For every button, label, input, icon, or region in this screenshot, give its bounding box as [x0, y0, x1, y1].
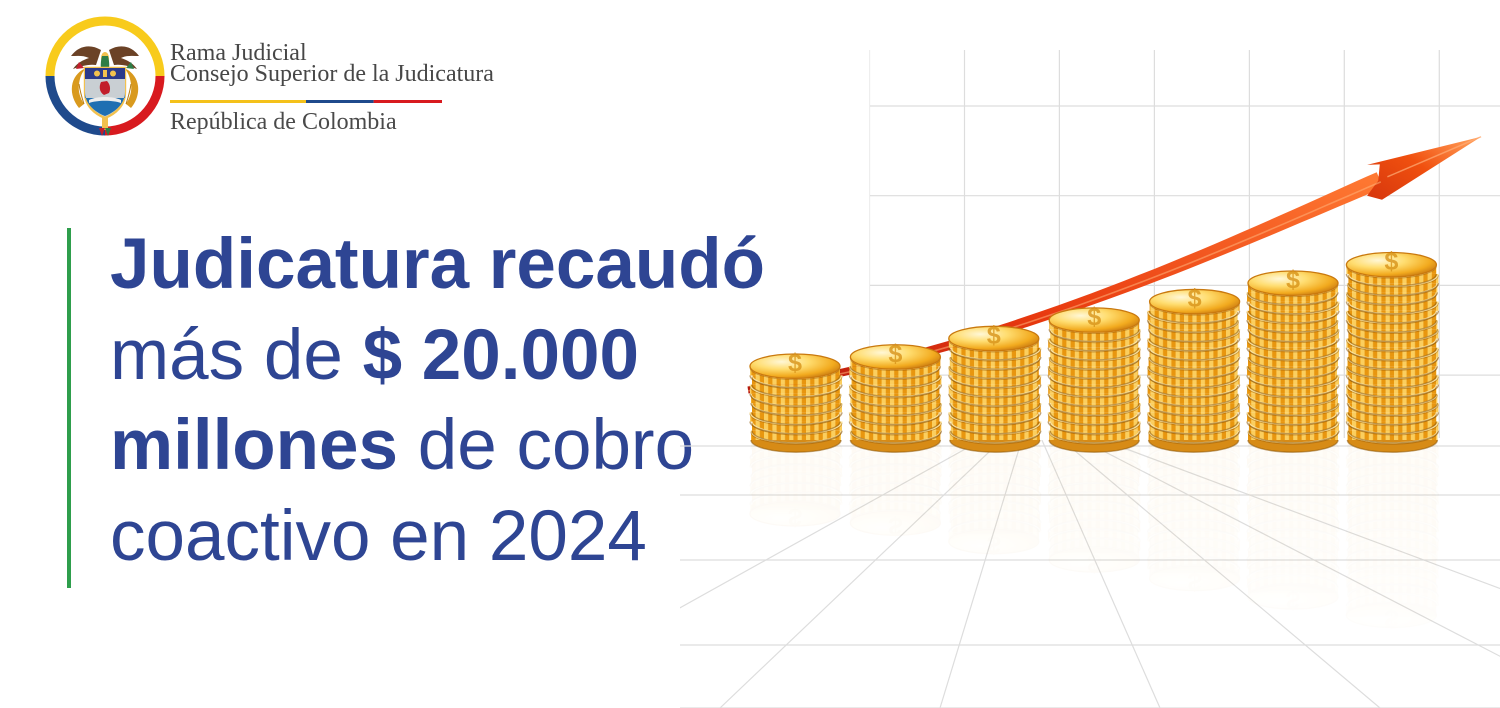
svg-text:$: $ [1188, 284, 1202, 312]
svg-text:$: $ [1087, 549, 1101, 577]
svg-text:$: $ [888, 340, 902, 368]
svg-text:$: $ [1384, 604, 1398, 632]
svg-text:$: $ [788, 503, 802, 531]
svg-text:$: $ [1188, 568, 1202, 596]
svg-text:$: $ [987, 321, 1001, 349]
svg-text:$: $ [1087, 303, 1101, 331]
svg-text:$: $ [1286, 586, 1300, 614]
svg-text:$: $ [1384, 248, 1398, 276]
svg-text:$: $ [788, 349, 802, 377]
svg-text:$: $ [987, 531, 1001, 559]
svg-text:$: $ [888, 512, 902, 540]
svg-text:$: $ [1286, 266, 1300, 294]
